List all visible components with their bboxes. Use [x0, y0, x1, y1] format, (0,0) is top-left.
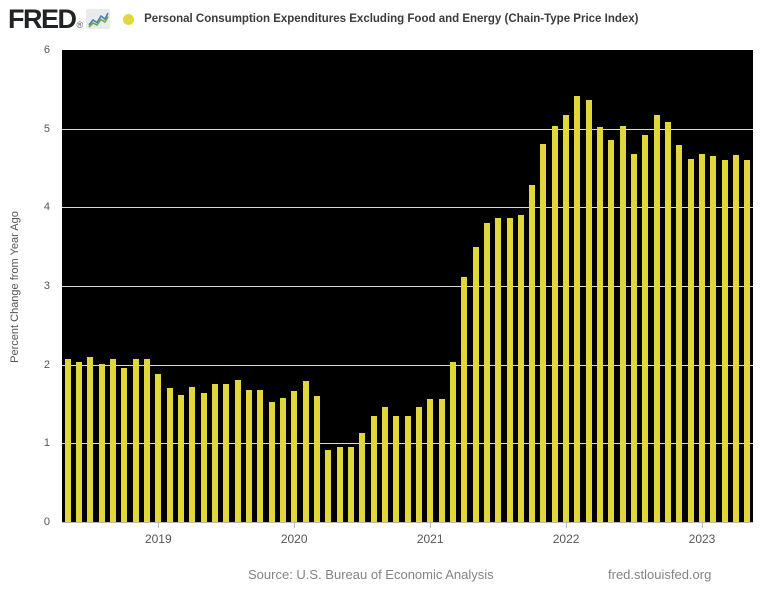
bar	[608, 139, 615, 522]
bar	[710, 156, 717, 522]
bar	[268, 402, 275, 522]
bar	[631, 153, 638, 522]
x-axis-tick	[566, 522, 568, 528]
bar	[200, 393, 207, 522]
bar	[313, 396, 320, 522]
bar	[744, 160, 751, 522]
x-axis-year-label: 2022	[552, 532, 580, 546]
bar	[359, 433, 366, 522]
bar	[438, 399, 445, 522]
bar	[211, 384, 218, 522]
x-axis-tick	[702, 522, 703, 528]
bar	[687, 159, 694, 522]
bar	[121, 367, 128, 522]
fred-logo-text: FRED	[8, 4, 77, 34]
bar	[449, 361, 456, 522]
bar	[461, 277, 468, 522]
bar	[642, 135, 649, 522]
gridline	[62, 128, 753, 130]
bar	[472, 246, 479, 522]
bar	[234, 379, 241, 522]
y-axis-tick-label: 4	[43, 201, 50, 214]
bar	[144, 359, 150, 522]
x-axis-tick	[430, 522, 432, 528]
bar	[653, 114, 660, 522]
x-axis-tick	[294, 522, 296, 528]
bar	[166, 387, 173, 522]
bar	[699, 153, 705, 522]
bar	[64, 359, 71, 522]
gridline	[62, 364, 753, 366]
bar	[665, 121, 671, 522]
bar	[291, 390, 298, 522]
y-axis-tick-label: 6	[43, 44, 50, 56]
bar	[404, 415, 411, 522]
bar	[574, 96, 581, 522]
fred-sparkline-icon	[86, 9, 111, 29]
bar	[87, 356, 94, 522]
bar	[506, 217, 513, 522]
bar	[98, 363, 105, 522]
bar	[721, 160, 728, 522]
bar	[483, 223, 490, 522]
x-axis-year-label: 2020	[280, 532, 308, 546]
bar	[427, 399, 434, 522]
bar	[189, 386, 196, 522]
gridline	[62, 286, 753, 287]
fred-logo[interactable]: FRED ®	[8, 4, 111, 34]
bar	[495, 218, 502, 522]
x-axis-year-label: 2023	[688, 532, 716, 546]
bar	[245, 389, 252, 522]
registered-mark: ®	[76, 20, 84, 30]
bar	[223, 384, 230, 522]
x-axis-year-label: 2019	[144, 532, 172, 546]
bar	[381, 407, 388, 522]
bar	[517, 215, 524, 522]
x-axis-tick	[158, 522, 160, 528]
y-axis-tick-label: 5	[43, 122, 50, 135]
bar	[597, 127, 604, 522]
bar	[370, 415, 377, 522]
bar	[733, 154, 739, 522]
legend-dot-icon	[123, 13, 135, 25]
header: FRED ® Personal Consumption Expenditures…	[8, 5, 639, 33]
bar	[619, 126, 626, 522]
bar	[132, 359, 139, 522]
bar	[540, 143, 547, 522]
bar	[257, 389, 264, 522]
fred-site-link[interactable]: fred.stlouisfed.org	[608, 567, 712, 582]
bar	[393, 415, 400, 522]
y-axis-tick-label: 0	[43, 516, 50, 528]
series-title[interactable]: Personal Consumption Expenditures Exclud…	[144, 13, 639, 25]
bar	[279, 397, 286, 522]
bar	[325, 450, 332, 522]
bar	[676, 145, 683, 522]
x-axis-line	[62, 522, 753, 523]
bar	[177, 395, 184, 522]
bar	[529, 184, 536, 522]
plot-area	[62, 50, 753, 522]
bar	[551, 126, 558, 522]
y-axis-tick-label: 2	[43, 358, 50, 371]
x-axis-year-label: 2021	[416, 532, 444, 546]
bar	[76, 362, 82, 522]
bar	[563, 114, 570, 522]
gridline	[62, 207, 753, 209]
bar	[415, 407, 422, 522]
bar	[585, 100, 592, 522]
source-text: Source: U.S. Bureau of Economic Analysis	[248, 567, 494, 582]
bar	[155, 374, 162, 522]
bar	[347, 447, 354, 522]
bar	[336, 447, 343, 522]
y-axis-tick-label: 3	[43, 280, 50, 292]
y-axis-tick-label: 1	[43, 437, 50, 450]
bar	[302, 381, 309, 522]
bar	[110, 359, 116, 522]
